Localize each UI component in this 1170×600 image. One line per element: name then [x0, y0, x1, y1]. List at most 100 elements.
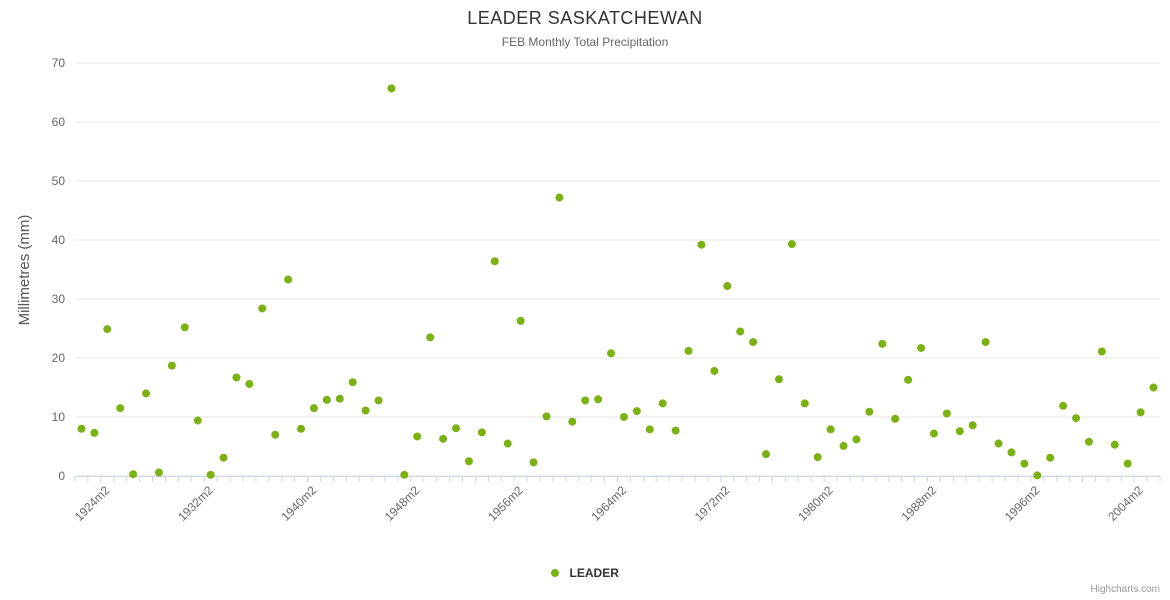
- data-point[interactable]: [968, 421, 977, 430]
- data-point[interactable]: [361, 406, 370, 415]
- data-point[interactable]: [258, 304, 267, 313]
- data-point[interactable]: [335, 394, 344, 403]
- data-point[interactable]: [271, 430, 280, 439]
- data-point[interactable]: [348, 378, 357, 387]
- data-point[interactable]: [1033, 471, 1042, 480]
- data-point[interactable]: [852, 435, 861, 444]
- data-point[interactable]: [142, 389, 151, 398]
- data-point[interactable]: [1020, 459, 1029, 468]
- chart-subtitle: FEB Monthly Total Precipitation: [501, 35, 669, 49]
- data-point[interactable]: [826, 425, 835, 434]
- data-point[interactable]: [723, 282, 732, 291]
- data-point[interactable]: [917, 343, 926, 352]
- y-axis-label: 70: [52, 56, 66, 70]
- y-axis-label: 0: [58, 469, 65, 483]
- data-point[interactable]: [878, 339, 887, 348]
- data-point[interactable]: [103, 325, 112, 334]
- data-point[interactable]: [839, 441, 848, 450]
- data-point[interactable]: [1110, 440, 1119, 449]
- data-point[interactable]: [684, 346, 693, 355]
- data-point[interactable]: [1136, 408, 1145, 417]
- highcharts-credits[interactable]: Highcharts.com: [1090, 584, 1160, 595]
- data-point[interactable]: [90, 428, 99, 437]
- x-axis-label: 1972m2: [692, 483, 733, 524]
- data-point[interactable]: [632, 407, 641, 416]
- data-point[interactable]: [400, 470, 409, 479]
- x-axis-label: 1980m2: [795, 483, 836, 524]
- data-point[interactable]: [322, 395, 331, 404]
- data-point[interactable]: [891, 414, 900, 423]
- y-axis-label: 10: [52, 410, 66, 424]
- data-point[interactable]: [542, 412, 551, 421]
- data-point[interactable]: [477, 428, 486, 437]
- data-point[interactable]: [1072, 414, 1081, 423]
- data-point[interactable]: [1084, 437, 1093, 446]
- data-point[interactable]: [955, 427, 964, 436]
- data-point[interactable]: [1123, 459, 1132, 468]
- data-point[interactable]: [245, 379, 254, 388]
- data-point[interactable]: [529, 458, 538, 467]
- data-point[interactable]: [568, 417, 577, 426]
- data-point[interactable]: [1097, 347, 1106, 356]
- legend[interactable]: LEADER: [0, 564, 1170, 582]
- data-point[interactable]: [426, 333, 435, 342]
- data-point[interactable]: [697, 240, 706, 249]
- x-axis-label: 1988m2: [899, 483, 940, 524]
- data-point[interactable]: [490, 257, 499, 266]
- data-point[interactable]: [581, 396, 590, 405]
- data-point[interactable]: [607, 349, 616, 358]
- data-point[interactable]: [865, 407, 874, 416]
- data-point[interactable]: [942, 409, 951, 418]
- data-point[interactable]: [1007, 448, 1016, 457]
- data-point[interactable]: [904, 375, 913, 384]
- data-point[interactable]: [994, 439, 1003, 448]
- data-point[interactable]: [503, 439, 512, 448]
- data-point[interactable]: [736, 327, 745, 336]
- data-point[interactable]: [787, 240, 796, 249]
- data-point[interactable]: [981, 338, 990, 347]
- chart-title: LEADER SASKATCHEWAN: [467, 8, 703, 28]
- x-axis-label: 2004m2: [1105, 483, 1146, 524]
- y-axis-label: 30: [52, 292, 66, 306]
- data-point[interactable]: [645, 425, 654, 434]
- x-axis-label: 1924m2: [72, 483, 113, 524]
- data-point[interactable]: [762, 450, 771, 459]
- data-point[interactable]: [800, 399, 809, 408]
- data-point[interactable]: [129, 470, 138, 479]
- y-axis-label: 20: [52, 351, 66, 365]
- data-point[interactable]: [1149, 383, 1158, 392]
- data-point[interactable]: [180, 323, 189, 332]
- data-point[interactable]: [452, 424, 461, 433]
- data-point[interactable]: [284, 275, 293, 284]
- x-axis-label: 1956m2: [485, 483, 526, 524]
- data-point[interactable]: [167, 361, 176, 370]
- data-point[interactable]: [309, 404, 318, 413]
- data-point[interactable]: [387, 84, 396, 93]
- data-point[interactable]: [219, 453, 228, 462]
- data-point[interactable]: [77, 424, 86, 433]
- data-point[interactable]: [929, 429, 938, 438]
- data-point[interactable]: [555, 193, 564, 202]
- y-axis-label: 40: [52, 233, 66, 247]
- data-point[interactable]: [232, 373, 241, 382]
- data-point[interactable]: [658, 399, 667, 408]
- data-point[interactable]: [1059, 401, 1068, 410]
- data-point[interactable]: [154, 468, 163, 477]
- data-point[interactable]: [206, 470, 215, 479]
- data-point[interactable]: [193, 416, 202, 425]
- data-point[interactable]: [813, 453, 822, 462]
- data-point[interactable]: [374, 396, 383, 405]
- data-point[interactable]: [1046, 453, 1055, 462]
- data-point[interactable]: [710, 366, 719, 375]
- data-point[interactable]: [619, 413, 628, 421]
- data-point[interactable]: [516, 316, 525, 325]
- data-point[interactable]: [671, 426, 680, 435]
- data-point[interactable]: [439, 434, 448, 443]
- data-point[interactable]: [749, 338, 758, 347]
- data-point[interactable]: [594, 395, 603, 404]
- data-point[interactable]: [464, 457, 473, 466]
- data-point[interactable]: [297, 424, 306, 433]
- data-point[interactable]: [413, 432, 422, 441]
- data-point[interactable]: [116, 404, 125, 413]
- data-point[interactable]: [774, 375, 783, 384]
